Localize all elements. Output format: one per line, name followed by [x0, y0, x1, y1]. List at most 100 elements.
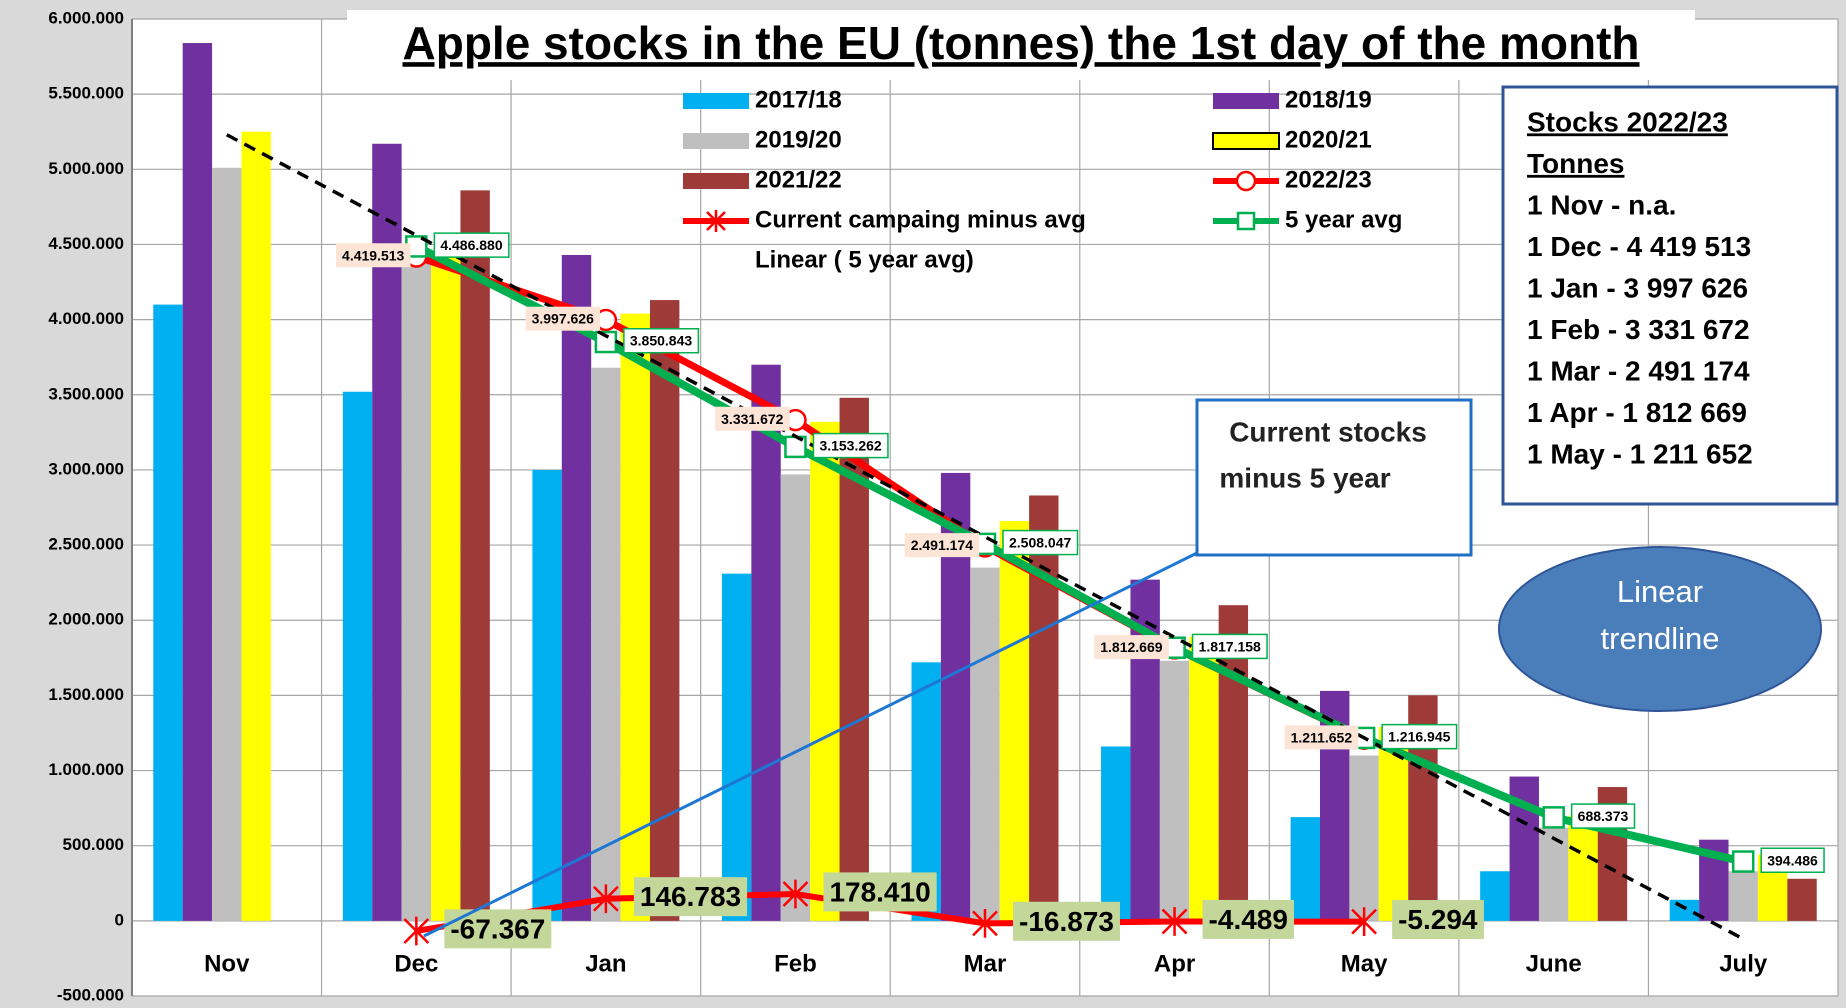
- bar: [1349, 755, 1379, 921]
- legend-swatch: [1213, 93, 1279, 109]
- data-label-box: [525, 306, 601, 331]
- y-tick-label: 5.000.000: [48, 159, 124, 178]
- data-label: -67.367: [450, 913, 545, 944]
- bar: [153, 304, 183, 921]
- x-tick-label: Dec: [394, 950, 438, 977]
- data-label-box: [1284, 725, 1359, 750]
- bar: [342, 391, 373, 921]
- bar: [1101, 746, 1131, 921]
- data-label-box: [1381, 723, 1458, 750]
- y-tick-label: 1.000.000: [48, 760, 124, 779]
- bar: [372, 143, 402, 921]
- callout-box: [1195, 398, 1473, 557]
- data-label: 3.331.672: [721, 411, 783, 427]
- bar: [1029, 495, 1059, 921]
- x-tick-label: Jan: [585, 950, 626, 977]
- bar: [780, 474, 811, 921]
- bar: [591, 367, 621, 921]
- bar: [561, 254, 592, 921]
- data-label: -16.873: [1019, 906, 1114, 937]
- data-label: 1.211.652: [1291, 729, 1353, 745]
- data-label-box: [1094, 635, 1169, 660]
- marker: [1542, 806, 1565, 829]
- legend-swatch: [683, 93, 749, 109]
- legend-label: 2021/22: [755, 166, 842, 193]
- stocks-line: 1 Jan - 3 997 626: [1527, 272, 1748, 303]
- ellipse-text: Linear: [1617, 574, 1703, 609]
- data-label-box: [812, 432, 889, 459]
- bar: [182, 43, 213, 921]
- marker: [1731, 850, 1755, 873]
- stocks-line: 1 Dec - 4 419 513: [1527, 231, 1751, 262]
- bar: [1189, 636, 1219, 921]
- legend-swatch: [683, 173, 749, 189]
- bar: [1378, 726, 1409, 921]
- legend-label: 2017/18: [755, 86, 842, 113]
- labels: Nov Dec Jan Feb Mar Apr May June July 4.419.513 3.…: [204, 232, 1825, 977]
- callout-text: Current stocks: [1229, 416, 1427, 447]
- x-tick-label: May: [1341, 950, 1388, 977]
- data-label-box: [1202, 899, 1294, 939]
- y-tick-label: 0: [115, 910, 124, 929]
- bar: [1787, 878, 1817, 921]
- bar: [532, 469, 562, 921]
- data-label-box: [433, 232, 510, 258]
- marker: [403, 916, 430, 946]
- legend-label: Current campaing minus avg: [755, 206, 1086, 233]
- bar: [1669, 899, 1700, 921]
- stocks-line: 1 Mar - 2 491 174: [1527, 355, 1750, 386]
- x-tick-label: June: [1526, 950, 1582, 977]
- y-tick-label: 5.500.000: [48, 84, 124, 103]
- data-label: 1.812.669: [1100, 639, 1162, 655]
- series-line: [414, 242, 1745, 866]
- bar: [721, 573, 752, 921]
- data-label: 394.486: [1767, 852, 1818, 868]
- data-label-box: [1002, 529, 1079, 556]
- stocks-line: Stocks 2022/23: [1527, 106, 1728, 137]
- bar: [810, 421, 840, 921]
- data-label: 688.373: [1578, 808, 1629, 824]
- marker: [972, 908, 998, 938]
- y-tick-label: 4.000.000: [48, 309, 124, 328]
- data-label: 3.153.262: [819, 438, 881, 454]
- y-tick-label: 2.000.000: [48, 610, 124, 629]
- data-label: 4.419.513: [342, 247, 404, 263]
- y-tick-label: 500.000: [63, 835, 124, 854]
- legend-label: Linear ( 5 year avg): [755, 246, 974, 273]
- legend: 2017/18 2018/19 2019/20 2020/21 2021/22 2022/…: [683, 86, 1402, 273]
- data-label: 1.817.158: [1199, 638, 1261, 654]
- data-label: 1.216.945: [1388, 729, 1450, 745]
- data-label: -4.489: [1209, 904, 1288, 935]
- ellipse-text: trendline: [1601, 621, 1720, 656]
- chart-title: Apple stocks in the EU (tonnes) the 1st …: [403, 17, 1640, 69]
- legend-label: 2018/19: [1285, 86, 1372, 113]
- data-label-box: [1760, 847, 1825, 874]
- data-label-box: [623, 327, 700, 354]
- legend-marker: [1236, 211, 1256, 231]
- bar: [970, 567, 1000, 921]
- y-tick-label: 3.000.000: [48, 459, 124, 478]
- data-label: 4.486.880: [440, 237, 502, 253]
- bar: [1290, 817, 1321, 921]
- stocks-line: 1 May - 1 211 652: [1527, 438, 1753, 469]
- legend-label: 2020/21: [1285, 126, 1372, 153]
- stocks-box: [1501, 85, 1839, 506]
- marker: [593, 884, 619, 914]
- x-tick-label: Feb: [774, 950, 817, 977]
- legend-label: 2022/23: [1285, 166, 1372, 193]
- callout-text: minus 5 year: [1219, 462, 1390, 493]
- trend-line: [225, 133, 1745, 941]
- data-label: 2.508.047: [1009, 535, 1071, 551]
- data-label: 3.850.843: [630, 333, 692, 349]
- trendline-ellipse: [1498, 546, 1822, 712]
- marker: [1351, 907, 1377, 937]
- bar: [460, 190, 490, 921]
- data-label-box: [904, 533, 980, 558]
- title-box: [347, 10, 1695, 80]
- bar: [241, 131, 271, 921]
- bar: [751, 364, 781, 921]
- y-tick-label: 4.500.000: [48, 234, 124, 253]
- x-tick-label: Apr: [1154, 950, 1195, 977]
- marker: [782, 879, 809, 909]
